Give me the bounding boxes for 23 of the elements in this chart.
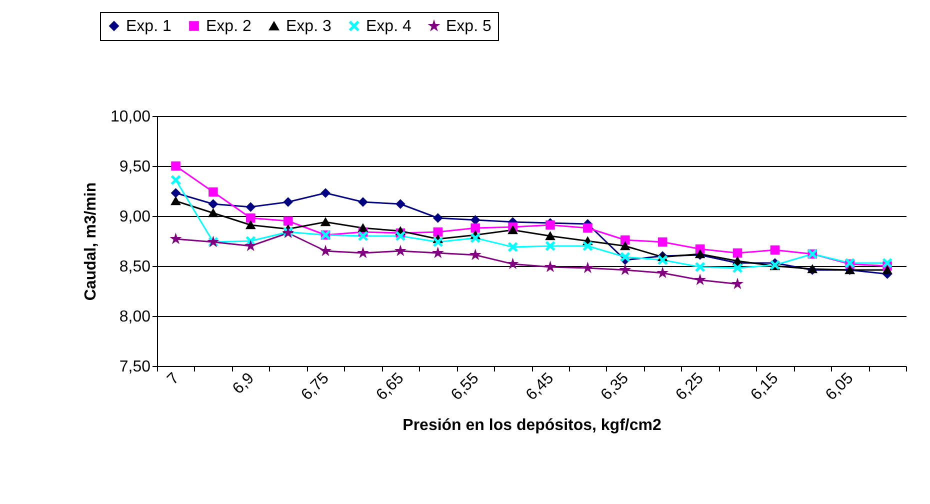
y-tick-label: 9,50 (119, 158, 151, 176)
legend-label: Exp. 4 (366, 18, 412, 35)
x-tick-label: 6,25 (672, 370, 707, 404)
x-tick-label: 6,75 (298, 370, 332, 404)
legend-label: Exp. 3 (286, 18, 332, 35)
x-tick-label: 6,65 (373, 370, 408, 404)
y-axis-title: Caudal, m3/min (82, 182, 100, 301)
legend-label: Exp. 1 (126, 18, 172, 35)
y-tick-label: 8,50 (119, 258, 151, 276)
x-tick-label: 6,9 (230, 370, 258, 398)
y-tick-label: 7,50 (119, 358, 151, 376)
legend-label: Exp. 5 (446, 18, 492, 35)
x-tick-label: 6,35 (598, 370, 632, 404)
legend-label: Exp. 2 (206, 18, 252, 35)
y-tick-label: 9,00 (119, 208, 151, 226)
x-tick-label: 6,05 (822, 370, 857, 404)
x-tick-label: 7 (164, 370, 183, 388)
x-tick-label: 6,15 (748, 370, 782, 404)
x-tick-label: 6,55 (448, 370, 482, 404)
x-tick-label: 6,45 (523, 370, 558, 404)
y-tick-label: 10,00 (110, 108, 151, 126)
x-axis-title: Presión en los depósitos, kgf/cm2 (402, 417, 662, 434)
y-tick-label: 8,00 (119, 308, 151, 326)
